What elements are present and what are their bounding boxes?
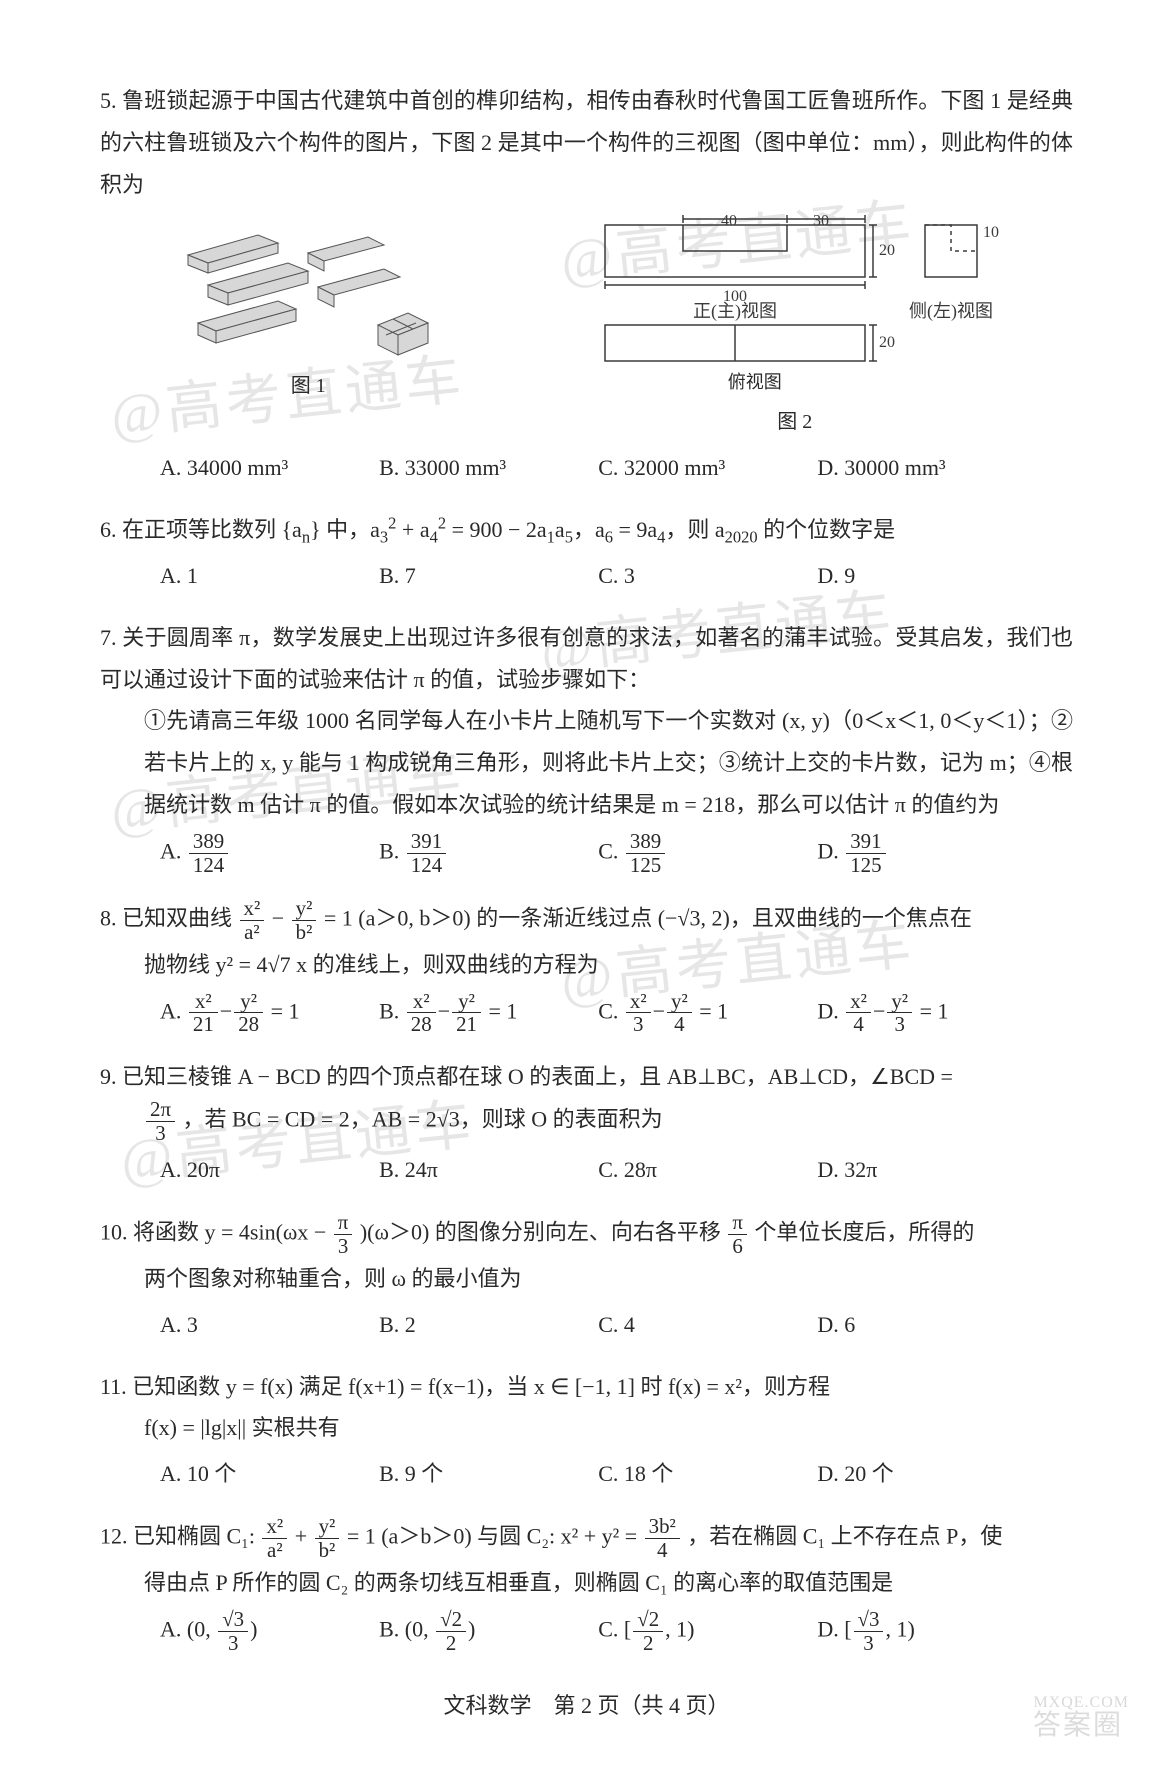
q5-text: 鲁班锁起源于中国古代建筑中首创的榫卯结构，相传由春秋时代鲁国工匠鲁班所作。下图 … [100, 88, 1073, 197]
q8-option-b: B. x²28−y²21 = 1 [379, 990, 598, 1037]
q9-line2: ，若 BC = CD = 2，AB = 2√3，则球 O 的表面积为 [183, 1107, 663, 1132]
q11-option-a: A. 10 个 [160, 1453, 379, 1495]
q5-option-d: D. 30000 mm³ [817, 447, 1036, 489]
q6-number: 6. [100, 517, 117, 542]
q7-option-a: A. 389124 [160, 830, 379, 877]
q5-option-c: C. 32000 mm³ [598, 447, 817, 489]
svg-text:正(主)视图: 正(主)视图 [693, 301, 777, 322]
q6-option-b: B. 7 [379, 555, 598, 597]
q12-mid1: = 1 (a＞b＞0) 与圆 C₂: x² + y² = [347, 1524, 643, 1549]
q6-option-a: A. 1 [160, 555, 379, 597]
q12-option-d: D. [√33, 1) [817, 1608, 1036, 1655]
q12-number: 12. [100, 1524, 128, 1549]
q10-option-b: B. 2 [379, 1304, 598, 1346]
q9-option-a: A. 20π [160, 1149, 379, 1191]
q10-mid: )(ω＞0) 的图像分别向左、向右各平移 [360, 1220, 726, 1245]
q8-option-c: C. x²3−y²4 = 1 [598, 990, 817, 1037]
question-9: 9. 已知三棱锥 A − BCD 的四个顶点都在球 O 的表面上，且 AB⊥BC… [100, 1056, 1073, 1191]
q11-option-d: D. 20 个 [817, 1453, 1036, 1495]
question-12: 12. 已知椭圆 C₁: x²a² + y²b² = 1 (a＞b＞0) 与圆 … [100, 1515, 1073, 1655]
q5-figure-1: 图 1 [168, 215, 448, 405]
q12-prefix: 已知椭圆 C₁: [133, 1524, 260, 1549]
q7-option-d: D. 391125 [817, 830, 1036, 877]
q7-line1: 关于圆周率 π，数学发展史上出现过许多很有创意的求法，如著名的蒲丰试验。受其启发… [100, 625, 1073, 692]
q12-mid2: ，若在椭圆 C₁ 上不存在点 P，使 [687, 1524, 1002, 1549]
q12-line2: 得由点 P 所作的圆 C₂ 的两条切线互相垂直，则椭圆 C₁ 的离心率的取值范围… [100, 1562, 1073, 1604]
q8-option-d: D. x²4−y²3 = 1 [817, 990, 1036, 1037]
q11-line2: f(x) = |lg|x|| 实根共有 [100, 1407, 1073, 1449]
q11-number: 11. [100, 1374, 127, 1399]
q8-option-a: A. x²21−y²28 = 1 [160, 990, 379, 1037]
q11-option-b: B. 9 个 [379, 1453, 598, 1495]
question-11: 11. 已知函数 y = f(x) 满足 f(x+1) = f(x−1)，当 x… [100, 1366, 1073, 1495]
svg-text:20: 20 [879, 242, 895, 259]
q7-number: 7. [100, 625, 117, 650]
question-6: 6. 在正项等比数列 {an} 中，a32 + a42 = 900 − 2a1a… [100, 509, 1073, 597]
q7-option-c: C. 389125 [598, 830, 817, 877]
q9-option-c: C. 28π [598, 1149, 817, 1191]
q12-option-b: B. (0, √22) [379, 1608, 598, 1655]
q8-prefix: 已知双曲线 [122, 905, 238, 930]
q12-option-a: A. (0, √33) [160, 1608, 379, 1655]
q5-top-view-label: 俯视图 [728, 372, 782, 392]
page-footer: 文科数学 第 2 页（共 4 页） [100, 1685, 1073, 1727]
q9-number: 9. [100, 1064, 117, 1089]
svg-text:侧(左)视图: 侧(左)视图 [909, 301, 993, 322]
question-10: 10. 将函数 y = 4sin(ωx − π3 )(ω＞0) 的图像分别向左、… [100, 1211, 1073, 1346]
q9-line1: 已知三棱锥 A − BCD 的四个顶点都在球 O 的表面上，且 AB⊥BC，AB… [122, 1064, 953, 1089]
question-8: 8. 已知双曲线 x²a² − y²b² = 1 (a＞0, b＞0) 的一条渐… [100, 897, 1073, 1037]
q11-option-c: C. 18 个 [598, 1453, 817, 1495]
q5-option-a: A. 34000 mm³ [160, 447, 379, 489]
q9-option-d: D. 32π [817, 1149, 1036, 1191]
q5-fig1-label: 图 1 [168, 367, 448, 405]
q7-option-b: B. 391124 [379, 830, 598, 877]
question-7: 7. 关于圆周率 π，数学发展史上出现过许多很有创意的求法，如著名的蒲丰试验。受… [100, 617, 1073, 877]
q8-number: 8. [100, 905, 117, 930]
q6-text: 在正项等比数列 {an} 中，a32 + a42 = 900 − 2a1a5，a… [122, 517, 895, 542]
svg-text:40: 40 [721, 215, 737, 229]
q5-fig2-label: 图 2 [585, 403, 1005, 441]
q10-prefix: 将函数 y = 4sin(ωx − [133, 1220, 332, 1245]
question-5: 5. 鲁班锁起源于中国古代建筑中首创的榫卯结构，相传由春秋时代鲁国工匠鲁班所作。… [100, 80, 1073, 489]
q8-mid: = 1 (a＞0, b＞0) 的一条渐近线过点 (−√3, 2)，且双曲线的一个… [324, 905, 972, 930]
q11-line1: 已知函数 y = f(x) 满足 f(x+1) = f(x−1)，当 x ∈ [… [132, 1374, 830, 1399]
q6-option-d: D. 9 [817, 555, 1036, 597]
q10-suffix: 个单位长度后，所得的 [754, 1220, 974, 1245]
q10-option-a: A. 3 [160, 1304, 379, 1346]
q5-option-b: B. 33000 mm³ [379, 447, 598, 489]
q5-figure-2: 40 30 20 [585, 215, 1005, 441]
svg-text:10: 10 [983, 224, 999, 241]
svg-text:20: 20 [879, 334, 895, 351]
q12-option-c: C. [√22, 1) [598, 1608, 817, 1655]
q10-number: 10. [100, 1220, 128, 1245]
svg-text:30: 30 [813, 215, 829, 229]
q6-option-c: C. 3 [598, 555, 817, 597]
q10-option-c: C. 4 [598, 1304, 817, 1346]
q9-option-b: B. 24π [379, 1149, 598, 1191]
q10-line2: 两个图象对称轴重合，则 ω 的最小值为 [100, 1258, 1073, 1300]
q10-option-d: D. 6 [817, 1304, 1036, 1346]
q5-number: 5. [100, 88, 117, 113]
q7-line2: ①先请高三年级 1000 名同学每人在小卡片上随机写下一个实数对 (x, y)（… [100, 700, 1073, 825]
q8-line2: 抛物线 y² = 4√7 x 的准线上，则双曲线的方程为 [100, 944, 1073, 986]
